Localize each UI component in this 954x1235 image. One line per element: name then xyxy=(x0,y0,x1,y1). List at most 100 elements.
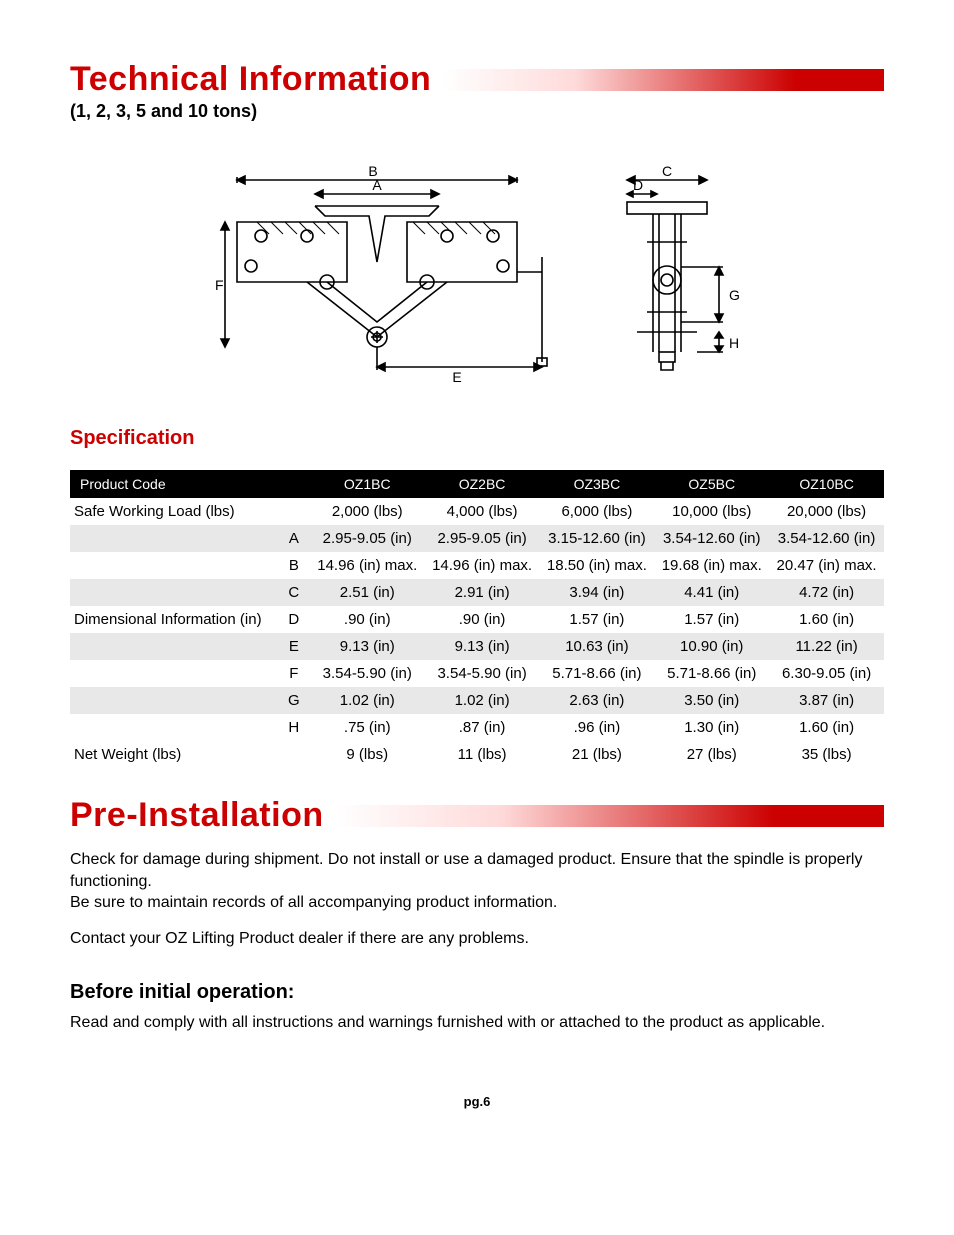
table-row: B14.96 (in) max.14.96 (in) max.18.50 (in… xyxy=(70,552,884,579)
tech-info-title: Technical Information xyxy=(70,60,431,99)
table-cell: 4.72 (in) xyxy=(769,579,884,606)
row-label xyxy=(70,660,278,687)
preinstall-title: Pre-Installation xyxy=(70,796,324,835)
table-row: F3.54-5.90 (in)3.54-5.90 (in)5.71-8.66 (… xyxy=(70,660,884,687)
table-cell: 9.13 (in) xyxy=(310,633,425,660)
table-cell: 3.87 (in) xyxy=(769,687,884,714)
table-cell: 1.02 (in) xyxy=(425,687,540,714)
svg-text:A: A xyxy=(372,177,382,193)
table-cell: 4.41 (in) xyxy=(654,579,769,606)
col-header: OZ2BC xyxy=(425,470,540,498)
table-cell: 1.30 (in) xyxy=(654,714,769,741)
svg-text:E: E xyxy=(452,369,461,385)
col-header: OZ10BC xyxy=(769,470,884,498)
table-cell: 21 (lbs) xyxy=(540,741,655,768)
table-cell: 1.57 (in) xyxy=(654,606,769,633)
svg-text:D: D xyxy=(633,177,643,193)
table-cell: 3.54-12.60 (in) xyxy=(654,525,769,552)
svg-text:G: G xyxy=(729,287,740,303)
tech-info-subtitle: (1, 2, 3, 5 and 10 tons) xyxy=(70,101,884,122)
row-label xyxy=(70,579,278,606)
table-cell: 5.71-8.66 (in) xyxy=(654,660,769,687)
table-cell: .96 (in) xyxy=(540,714,655,741)
table-cell: 1.60 (in) xyxy=(769,714,884,741)
table-cell: 3.15-12.60 (in) xyxy=(540,525,655,552)
table-cell: 2.51 (in) xyxy=(310,579,425,606)
table-row: H.75 (in).87 (in).96 (in)1.30 (in)1.60 (… xyxy=(70,714,884,741)
table-cell: 4,000 (lbs) xyxy=(425,498,540,525)
table-cell: .75 (in) xyxy=(310,714,425,741)
table-cell: 14.96 (in) max. xyxy=(310,552,425,579)
table-cell: 3.54-12.60 (in) xyxy=(769,525,884,552)
dimension-key: D xyxy=(278,606,310,633)
dimension-key: C xyxy=(278,579,310,606)
row-label: Dimensional Information (in) xyxy=(70,606,278,633)
table-row: Dimensional Information (in)D.90 (in).90… xyxy=(70,606,884,633)
row-label xyxy=(70,552,278,579)
dimension-key xyxy=(278,741,310,768)
table-cell: 10.90 (in) xyxy=(654,633,769,660)
table-cell: 3.54-5.90 (in) xyxy=(310,660,425,687)
dimension-key: H xyxy=(278,714,310,741)
table-row: G1.02 (in)1.02 (in)2.63 (in)3.50 (in)3.8… xyxy=(70,687,884,714)
table-cell: 1.60 (in) xyxy=(769,606,884,633)
table-cell: 3.50 (in) xyxy=(654,687,769,714)
dimension-key: E xyxy=(278,633,310,660)
table-cell: 6.30-9.05 (in) xyxy=(769,660,884,687)
col-header: OZ5BC xyxy=(654,470,769,498)
table-cell: 1.57 (in) xyxy=(540,606,655,633)
dimension-key: G xyxy=(278,687,310,714)
specification-heading: Specification xyxy=(70,427,884,450)
table-cell: 6,000 (lbs) xyxy=(540,498,655,525)
table-cell: 35 (lbs) xyxy=(769,741,884,768)
dimension-key: B xyxy=(278,552,310,579)
row-label: Net Weight (lbs) xyxy=(70,741,278,768)
before-initial-text: Read and comply with all instructions an… xyxy=(70,1012,884,1034)
preinstall-header: Pre-Installation xyxy=(70,796,884,835)
svg-text:H: H xyxy=(729,335,739,351)
col-header: OZ3BC xyxy=(540,470,655,498)
table-row: A2.95-9.05 (in)2.95-9.05 (in)3.15-12.60 … xyxy=(70,525,884,552)
table-cell: 3.94 (in) xyxy=(540,579,655,606)
table-cell: 2.95-9.05 (in) xyxy=(425,525,540,552)
dimension-key xyxy=(278,498,310,525)
table-row: Safe Working Load (lbs)2,000 (lbs)4,000 … xyxy=(70,498,884,525)
table-cell: 10.63 (in) xyxy=(540,633,655,660)
col-header: OZ1BC xyxy=(310,470,425,498)
table-cell: 11.22 (in) xyxy=(769,633,884,660)
table-cell: 5.71-8.66 (in) xyxy=(540,660,655,687)
svg-text:C: C xyxy=(662,163,672,179)
table-cell: 9 (lbs) xyxy=(310,741,425,768)
technical-diagram: B A xyxy=(70,162,884,397)
dimension-key: A xyxy=(278,525,310,552)
table-cell: 10,000 (lbs) xyxy=(654,498,769,525)
table-cell: .87 (in) xyxy=(425,714,540,741)
table-cell: 27 (lbs) xyxy=(654,741,769,768)
table-header-row: Product Code OZ1BC OZ2BC OZ3BC OZ5BC OZ1… xyxy=(70,470,884,498)
before-initial-heading: Before initial operation: xyxy=(70,981,884,1004)
dimension-key: F xyxy=(278,660,310,687)
row-label xyxy=(70,714,278,741)
table-cell: 20,000 (lbs) xyxy=(769,498,884,525)
header-gradient-bar xyxy=(336,805,884,827)
specification-table: Product Code OZ1BC OZ2BC OZ3BC OZ5BC OZ1… xyxy=(70,470,884,768)
row-label xyxy=(70,633,278,660)
row-label: Safe Working Load (lbs) xyxy=(70,498,278,525)
table-cell: .90 (in) xyxy=(425,606,540,633)
table-cell: 11 (lbs) xyxy=(425,741,540,768)
table-cell: 19.68 (in) max. xyxy=(654,552,769,579)
preinstall-para2: Be sure to maintain records of all accom… xyxy=(70,892,884,914)
row-label xyxy=(70,687,278,714)
tech-info-header: Technical Information xyxy=(70,60,884,99)
table-cell: 20.47 (in) max. xyxy=(769,552,884,579)
page-number: pg.6 xyxy=(70,1094,884,1109)
col-header xyxy=(278,470,310,498)
table-cell: 1.02 (in) xyxy=(310,687,425,714)
table-cell: 9.13 (in) xyxy=(425,633,540,660)
header-gradient-bar xyxy=(443,69,884,91)
table-cell: 2.91 (in) xyxy=(425,579,540,606)
row-label xyxy=(70,525,278,552)
table-row: Net Weight (lbs) 9 (lbs)11 (lbs)21 (lbs)2… xyxy=(70,741,884,768)
col-header: Product Code xyxy=(70,470,278,498)
preinstall-para3: Contact your OZ Lifting Product dealer i… xyxy=(70,928,884,950)
